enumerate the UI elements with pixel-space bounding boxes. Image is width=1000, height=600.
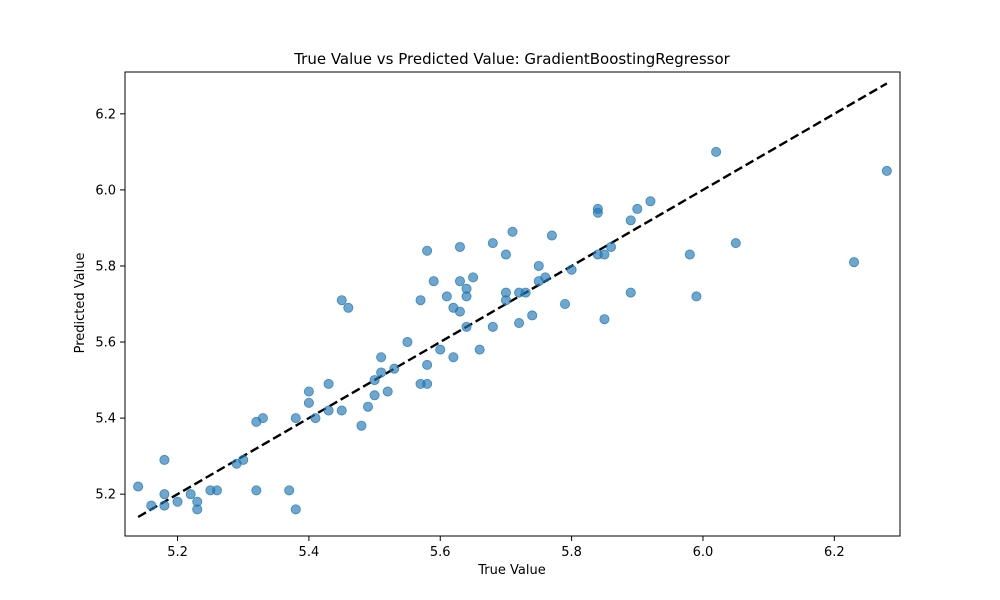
- data-point-2: [159, 489, 170, 500]
- data-point-24: [336, 405, 347, 416]
- data-point-68: [560, 298, 571, 309]
- data-point-28: [363, 401, 374, 412]
- y-tick-label: 5.4: [95, 412, 116, 427]
- data-point-41: [428, 276, 439, 287]
- data-point-0: [133, 481, 144, 492]
- data-point-56: [500, 249, 511, 260]
- data-point-3: [159, 500, 170, 511]
- data-point-42: [435, 344, 446, 355]
- data-point-47: [454, 276, 465, 287]
- data-point-29: [369, 375, 380, 386]
- data-point-13: [251, 485, 262, 496]
- y-axis-label: Predicted Value: [73, 253, 88, 354]
- data-point-71: [592, 203, 603, 214]
- y-axis-ticks: 5.2 5.4 5.6 5.8 6.0 6.2: [95, 107, 125, 503]
- data-point-20: [303, 397, 314, 408]
- data-point-84: [849, 257, 860, 268]
- x-tick-label: 5.6: [430, 545, 451, 560]
- data-point-43: [441, 291, 452, 302]
- data-point-39: [422, 245, 433, 256]
- plot-area: [124, 71, 901, 537]
- data-point-74: [599, 314, 610, 325]
- y-tick-label: 5.8: [95, 259, 116, 274]
- data-point-53: [474, 344, 485, 355]
- data-point-8: [192, 504, 203, 515]
- data-point-54: [487, 321, 498, 332]
- x-tick-label: 5.8: [561, 545, 582, 560]
- data-point-46: [454, 306, 465, 317]
- data-point-58: [500, 295, 511, 306]
- data-point-55: [487, 238, 498, 249]
- data-point-73: [599, 249, 610, 260]
- data-point-45: [448, 352, 459, 363]
- data-point-78: [632, 203, 643, 214]
- data-point-21: [310, 413, 321, 424]
- data-point-67: [546, 230, 557, 241]
- data-point-69: [566, 264, 577, 275]
- data-point-25: [336, 295, 347, 306]
- data-point-15: [257, 413, 268, 424]
- data-point-30: [369, 390, 380, 401]
- data-point-1: [146, 500, 157, 511]
- data-point-83: [730, 238, 741, 249]
- data-point-31: [376, 352, 387, 363]
- data-point-66: [540, 272, 551, 283]
- data-point-17: [290, 504, 301, 515]
- data-point-40: [422, 378, 433, 389]
- data-point-18: [290, 413, 301, 424]
- data-point-52: [468, 272, 479, 283]
- data-point-38: [422, 359, 433, 370]
- x-tick-label: 6.0: [693, 545, 714, 560]
- data-point-16: [284, 485, 295, 496]
- data-points: [133, 146, 892, 515]
- y-tick-label: 6.2: [95, 107, 116, 122]
- data-point-32: [376, 367, 387, 378]
- x-axis-ticks: 5.2 5.4 5.6 5.8 6.0 6.2: [167, 536, 845, 560]
- x-tick-label: 5.2: [167, 545, 188, 560]
- data-point-81: [691, 291, 702, 302]
- data-point-64: [533, 260, 544, 271]
- data-point-85: [881, 165, 892, 176]
- y-tick-label: 6.0: [95, 183, 116, 198]
- data-point-22: [323, 405, 334, 416]
- data-point-62: [520, 287, 531, 298]
- data-point-79: [645, 196, 656, 207]
- data-point-19: [303, 386, 314, 397]
- data-point-10: [211, 485, 222, 496]
- data-point-33: [382, 386, 393, 397]
- y-tick-label: 5.6: [95, 336, 116, 351]
- data-point-75: [606, 241, 617, 252]
- data-point-34: [389, 363, 400, 374]
- plot-frame: [124, 71, 901, 537]
- chart-title: True Value vs Predicted Value: GradientB…: [293, 50, 730, 68]
- data-point-77: [625, 287, 636, 298]
- data-point-63: [527, 310, 538, 321]
- data-point-27: [356, 420, 367, 431]
- data-point-48: [454, 241, 465, 252]
- data-point-5: [172, 496, 183, 507]
- y-tick-label: 5.2: [95, 488, 116, 503]
- data-point-4: [159, 454, 170, 465]
- x-tick-label: 5.4: [299, 545, 320, 560]
- data-point-35: [402, 337, 413, 348]
- x-axis-label: True Value: [477, 563, 545, 578]
- data-point-51: [461, 321, 472, 332]
- data-point-50: [461, 291, 472, 302]
- reference-line: [137, 82, 888, 519]
- data-point-80: [684, 249, 695, 260]
- data-point-82: [711, 146, 722, 157]
- data-point-37: [415, 295, 426, 306]
- data-point-76: [625, 215, 636, 226]
- x-tick-label: 6.2: [824, 545, 845, 560]
- data-point-6: [185, 489, 196, 500]
- data-point-12: [238, 454, 249, 465]
- data-point-59: [507, 226, 518, 237]
- data-point-26: [343, 302, 354, 313]
- reference-line-layer: [137, 82, 888, 519]
- data-point-61: [514, 318, 525, 329]
- data-point-23: [323, 378, 334, 389]
